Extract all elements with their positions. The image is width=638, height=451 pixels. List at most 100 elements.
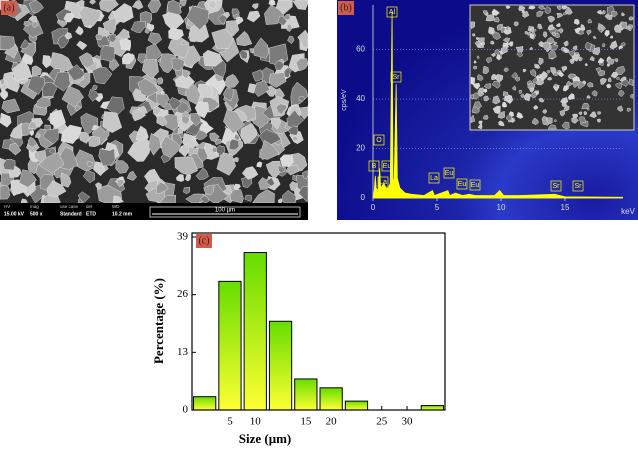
annotation: La: [430, 175, 438, 182]
particle: [628, 16, 634, 21]
info-header: det: [86, 204, 93, 209]
particle: [159, 53, 176, 74]
particle: [121, 52, 135, 65]
particle: [547, 124, 557, 130]
particle: [147, 0, 162, 14]
particle: [256, 161, 263, 168]
particle: [546, 70, 551, 74]
particle: [571, 116, 579, 124]
particle: [529, 68, 537, 78]
particle: [116, 179, 125, 188]
particle: [180, 40, 187, 46]
particle: [563, 12, 567, 16]
particle: [615, 82, 623, 90]
particle: [112, 195, 124, 204]
particle: [490, 52, 496, 58]
particle: [183, 186, 191, 195]
particle: [89, 0, 96, 5]
particle: [93, 161, 106, 177]
particle: [628, 78, 634, 87]
particle: [578, 111, 583, 116]
particle: [132, 108, 147, 122]
particle: [301, 170, 309, 180]
particle: [473, 60, 477, 64]
particle: [561, 121, 570, 130]
particle: [78, 52, 95, 69]
annotation-box: [456, 178, 468, 190]
particle: [547, 77, 553, 81]
particle: [527, 31, 532, 36]
x-tick-label: 5: [227, 416, 233, 428]
particle: [23, 21, 32, 27]
annotation-box: [428, 172, 440, 184]
annotation-box: [377, 176, 389, 188]
particle: [563, 105, 570, 112]
particle: [483, 95, 490, 102]
particle: [548, 49, 557, 59]
particle: [11, 59, 33, 82]
particle: [568, 73, 577, 80]
annotation: Eu: [445, 170, 454, 177]
particle: [222, 11, 231, 19]
particle: [606, 83, 612, 89]
particle: [491, 74, 499, 81]
particle: [137, 78, 159, 97]
particle: [554, 119, 557, 123]
particle: [268, 72, 287, 88]
particle: [0, 78, 5, 86]
particle: [67, 64, 86, 81]
particle: [532, 29, 537, 32]
particle: [529, 46, 533, 50]
particle: [531, 92, 537, 99]
particle: [503, 67, 509, 73]
particle: [231, 8, 240, 17]
particle: [181, 69, 190, 79]
particle: [478, 120, 483, 125]
particle: [184, 174, 192, 182]
particle: [581, 102, 590, 110]
particle: [82, 169, 96, 184]
particle: [597, 111, 602, 115]
particle: [621, 12, 626, 17]
particle: [500, 27, 506, 33]
particle: [608, 77, 612, 83]
annotation-box: [469, 179, 481, 191]
particle: [602, 43, 606, 48]
particle: [537, 23, 543, 30]
particle: [550, 67, 557, 75]
particle: [244, 194, 252, 202]
annotation: B: [372, 163, 377, 170]
particle: [197, 83, 214, 98]
particle: [482, 10, 488, 15]
info-header: use case: [60, 204, 79, 209]
particle: [615, 66, 626, 76]
particle: [232, 157, 239, 163]
particle: [609, 35, 614, 39]
particle: [477, 124, 483, 130]
particle: [77, 191, 91, 204]
particle: [609, 40, 618, 50]
particle: [474, 41, 481, 46]
particle: [86, 161, 94, 168]
particle: [251, 3, 259, 10]
info-value: ETD: [86, 211, 96, 217]
particle: [491, 8, 500, 16]
particle: [160, 135, 182, 159]
particle: [132, 0, 144, 10]
particle: [168, 28, 184, 41]
particle: [508, 41, 514, 47]
particle: [492, 31, 502, 40]
particle: [102, 111, 123, 134]
particle: [207, 0, 217, 10]
scale-label: 100 µm: [215, 208, 235, 214]
y-tick-label: 20: [356, 144, 365, 153]
particle: [529, 87, 535, 93]
particle: [29, 130, 34, 137]
particle: [297, 29, 309, 49]
particle: [578, 116, 587, 124]
particle: [223, 109, 245, 134]
particle: [473, 82, 481, 90]
particle: [20, 198, 28, 204]
particle: [483, 83, 492, 89]
particle: [298, 185, 309, 202]
